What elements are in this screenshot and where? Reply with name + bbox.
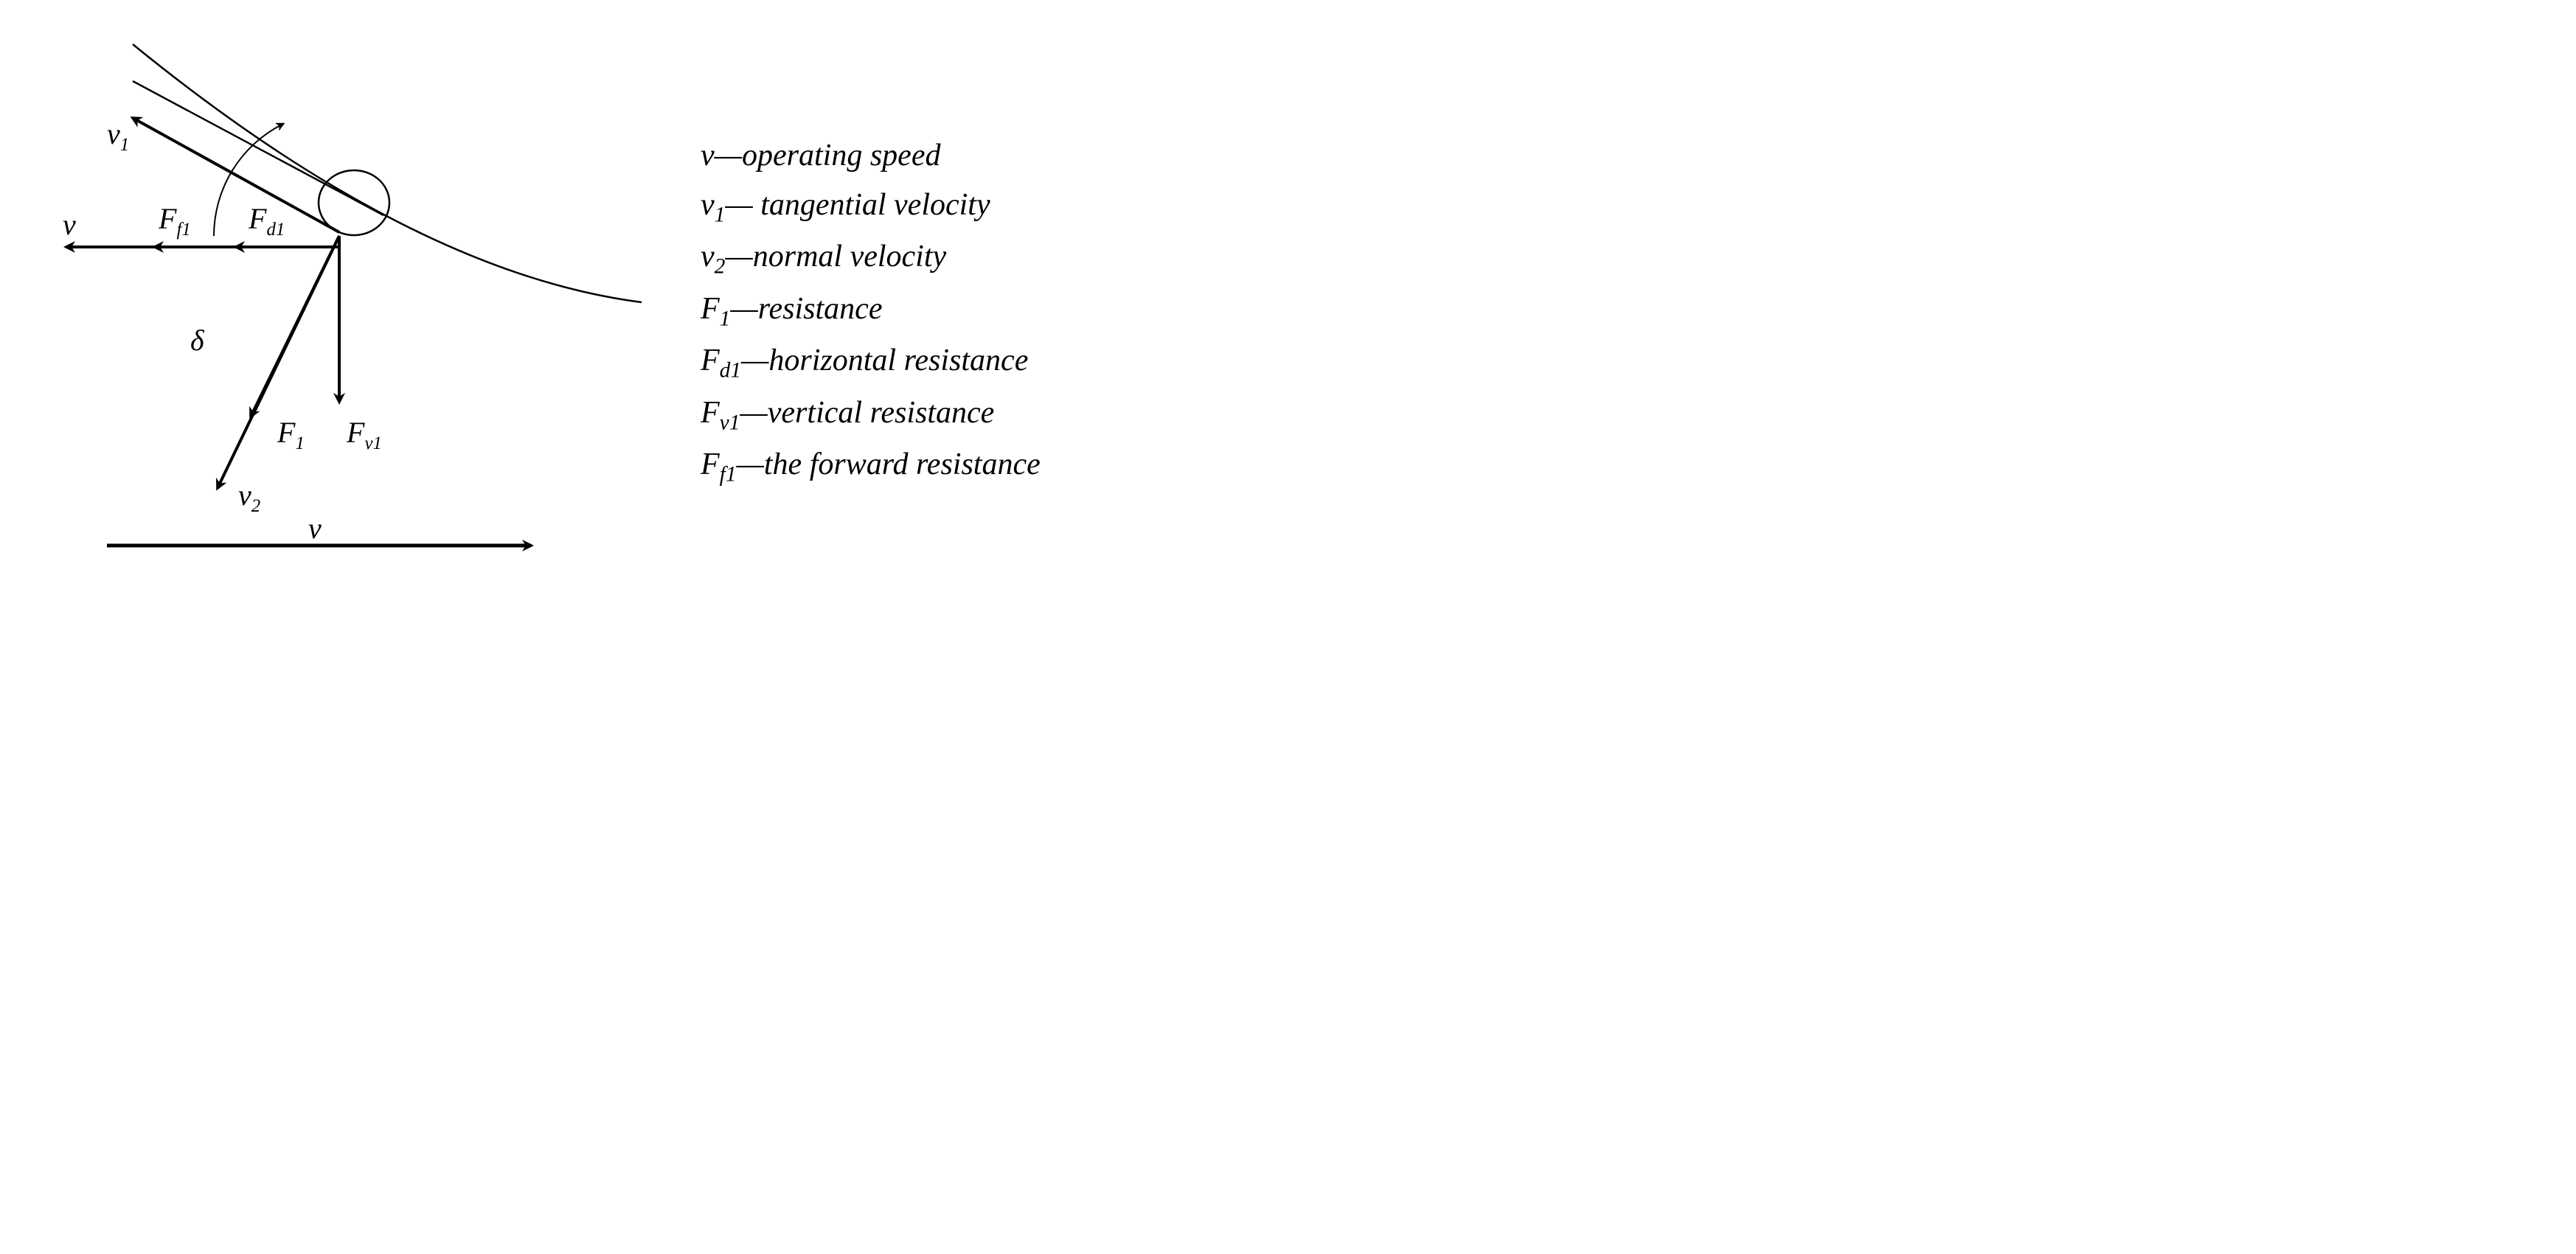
legend-line: Ff1—the forward resistance xyxy=(701,440,1041,492)
diagram-svg: v1 v Ff1 Fd1 δ F1 Fv1 v2 v xyxy=(29,29,642,590)
svg-text:v1: v1 xyxy=(107,117,129,155)
legend-symbol: v xyxy=(701,139,715,173)
legend-description: horizontal resistance xyxy=(768,344,1028,377)
legend-line: v2—normal velocity xyxy=(701,232,1041,284)
legend-line: F1—resistance xyxy=(701,285,1041,336)
legend-symbol: F xyxy=(701,344,720,377)
svg-text:Ff1: Ff1 xyxy=(158,202,191,240)
legend-line: Fd1—horizontal resistance xyxy=(701,336,1041,388)
legend-symbol: F xyxy=(701,396,720,430)
svg-text:Fd1: Fd1 xyxy=(248,202,285,240)
svg-text:δ: δ xyxy=(190,324,205,357)
legend-line: v—operating speed xyxy=(701,131,1041,181)
force-diagram: v1 v Ff1 Fd1 δ F1 Fv1 v2 v xyxy=(29,29,642,593)
legend-separator: — xyxy=(730,292,757,326)
legend-separator: — xyxy=(740,396,767,430)
legend-symbol: F xyxy=(701,447,720,481)
legend-subscript: v1 xyxy=(720,411,740,434)
legend: v—operating speedv1— tangential velocity… xyxy=(701,131,1041,492)
legend-subscript: f1 xyxy=(720,462,737,486)
legend-description: resistance xyxy=(758,292,883,326)
legend-subscript: 1 xyxy=(720,307,731,330)
svg-text:v: v xyxy=(63,208,76,241)
legend-description: normal velocity xyxy=(753,240,946,274)
legend-separator: — xyxy=(725,240,752,274)
legend-separator: — xyxy=(715,139,742,173)
legend-separator: — xyxy=(741,344,768,377)
legend-line: Fv1—vertical resistance xyxy=(701,389,1041,440)
legend-separator: — xyxy=(737,447,764,481)
svg-text:v2: v2 xyxy=(238,478,260,516)
legend-line: v1— tangential velocity xyxy=(701,181,1041,232)
legend-subscript: 1 xyxy=(715,203,726,226)
svg-text:Fv1: Fv1 xyxy=(346,416,382,453)
svg-text:v: v xyxy=(308,512,322,545)
legend-description: operating speed xyxy=(742,139,940,173)
legend-symbol: F xyxy=(701,292,720,326)
legend-subscript: d1 xyxy=(720,358,741,382)
legend-description: tangential velocity xyxy=(753,188,990,222)
legend-subscript: 2 xyxy=(715,255,726,279)
legend-description: vertical resistance xyxy=(768,396,995,430)
legend-symbol: v xyxy=(701,240,715,274)
svg-text:F1: F1 xyxy=(277,416,305,453)
legend-symbol: v xyxy=(701,188,715,222)
legend-description: the forward resistance xyxy=(764,447,1041,481)
legend-separator: — xyxy=(725,188,752,222)
